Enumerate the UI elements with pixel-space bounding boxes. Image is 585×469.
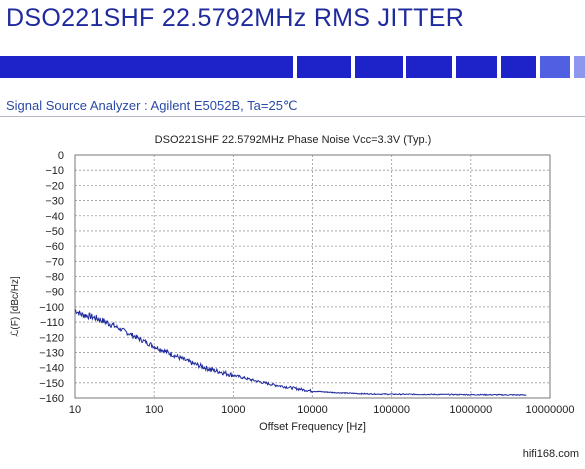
decorative-bar: [297, 56, 351, 78]
y-tick-label: −60: [45, 241, 64, 253]
decorative-bar: [574, 56, 585, 78]
x-tick-labels: 10 100 1000 10000 100000 1000000 10000000: [69, 404, 575, 416]
y-tick-label: −120: [39, 332, 64, 344]
x-tick-label: 100000: [373, 404, 410, 416]
decorative-bar: [501, 56, 536, 78]
decorative-bar: [0, 56, 293, 78]
watermark: hifi168.com: [522, 448, 579, 460]
x-tick-label: 1000000: [449, 404, 492, 416]
y-tick-label: −90: [45, 287, 64, 299]
x-tick-label: 10000: [297, 404, 328, 416]
y-tick-label: −20: [45, 180, 64, 192]
divider: [0, 116, 585, 117]
decorative-bar-strip: [0, 56, 585, 78]
x-tick-label: 10000000: [526, 404, 575, 416]
y-tick-label: −130: [39, 347, 64, 359]
y-tick-label: −10: [45, 165, 64, 177]
y-tick-label: −40: [45, 211, 64, 223]
y-tick-label: −160: [39, 393, 64, 405]
x-tick-label: 100: [145, 404, 163, 416]
y-tick-label: −110: [40, 317, 64, 329]
decorative-bar: [406, 56, 452, 78]
x-tick-label: 1000: [221, 404, 245, 416]
chart-title: DSO221SHF 22.5792MHz Phase Noise Vcc=3.3…: [155, 134, 432, 146]
y-tick-label: −80: [45, 272, 64, 284]
y-tick-label: −30: [45, 196, 64, 208]
grid: [75, 155, 550, 398]
y-tick-label: −140: [39, 363, 64, 375]
plot-border: [74, 154, 551, 399]
x-tick-label: 10: [69, 404, 81, 416]
chart-frame: DSO221SHF 22.5792MHz Phase Noise Vcc=3.3…: [0, 117, 585, 464]
decorative-bar: [355, 56, 403, 78]
y-tick-label: −150: [39, 378, 64, 390]
page-title: DSO221SHF 22.5792MHz RMS JITTER: [6, 4, 465, 32]
y-tick-label: −100: [39, 302, 64, 314]
y-tick-labels: 0 −10 −20 −30 −40 −50 −60 −70 −80 −90 −100 −110 −120…: [39, 150, 64, 405]
phase-noise-chart: DSO221SHF 22.5792MHz Phase Noise Vcc=3.3…: [10, 134, 575, 433]
decorative-bar: [540, 56, 570, 78]
y-tick-label: 0: [58, 150, 64, 162]
series-line: [75, 309, 527, 397]
y-tick-label: −70: [45, 256, 64, 268]
analyzer-subtitle: Signal Source Analyzer : Agilent E5052B,…: [6, 98, 298, 113]
y-tick-label: −50: [45, 226, 64, 238]
decorative-bar: [456, 56, 497, 78]
x-axis-label: Offset Frequency [Hz]: [259, 421, 366, 433]
y-axis-label: ℒ(F) [dBc/Hz]: [10, 276, 21, 337]
